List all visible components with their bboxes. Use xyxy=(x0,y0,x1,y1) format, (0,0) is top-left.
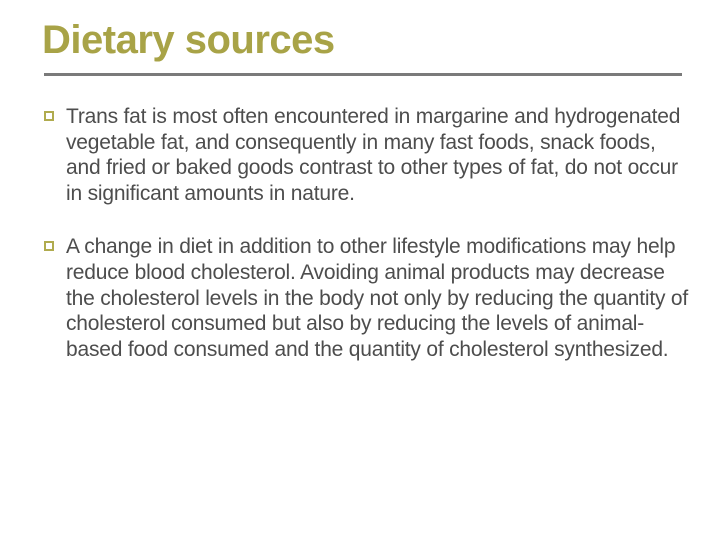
bullet-text: A change in diet in addition to other li… xyxy=(66,234,690,362)
bullet-item: A change in diet in addition to other li… xyxy=(44,234,690,362)
slide-title: Dietary sources xyxy=(42,18,690,63)
bullet-item: Trans fat is most often encountered in m… xyxy=(44,104,690,206)
bullet-text: Trans fat is most often encountered in m… xyxy=(66,104,690,206)
slide: Dietary sources Trans fat is most often … xyxy=(0,0,720,540)
square-bullet-icon xyxy=(44,241,54,251)
title-divider xyxy=(44,73,682,76)
slide-content: Trans fat is most often encountered in m… xyxy=(42,104,690,362)
square-bullet-icon xyxy=(44,111,54,121)
